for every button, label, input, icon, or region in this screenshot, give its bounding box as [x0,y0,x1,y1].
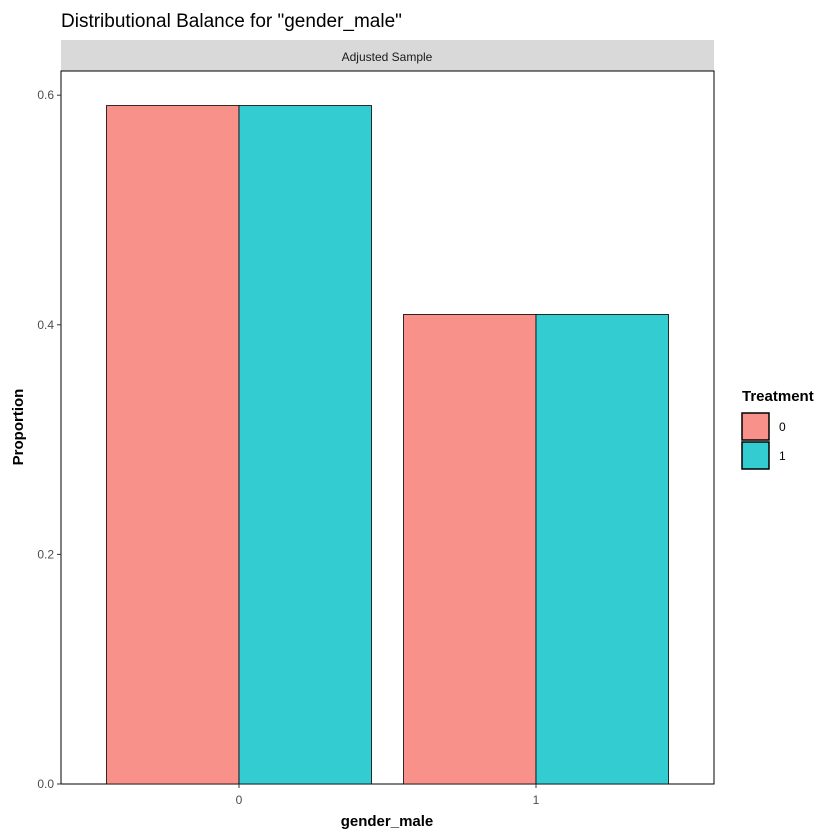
y-tick-label: 0.4 [37,318,54,332]
bars [106,105,669,785]
y-axis-title: Proportion [10,389,27,466]
bar-1-treatment-1 [535,314,669,785]
y-tick-label: 0.6 [37,88,54,102]
bar-1-treatment-0 [403,314,537,785]
bar-0-treatment-1 [238,105,372,785]
x-axis-title: gender_male [341,813,434,830]
legend-label-0: 0 [779,420,786,434]
legend-key-1 [741,441,770,470]
legend: Treatment 0 1 [741,388,814,470]
facet-label: Adjusted Sample [342,50,433,64]
chart-title: Distributional Balance for "gender_male" [61,11,402,32]
facet-strip [61,40,714,71]
y-axis: 0.0 0.2 0.4 0.6 [37,88,61,791]
legend-title: Treatment [742,388,814,405]
x-tick-label: 1 [533,793,540,807]
y-tick-label: 0.2 [37,547,54,561]
legend-key-0 [741,412,770,441]
x-tick-label: 0 [236,793,243,807]
legend-label-1: 1 [779,449,786,463]
bar-0-treatment-0 [106,105,240,785]
y-tick-label: 0.0 [37,777,54,791]
